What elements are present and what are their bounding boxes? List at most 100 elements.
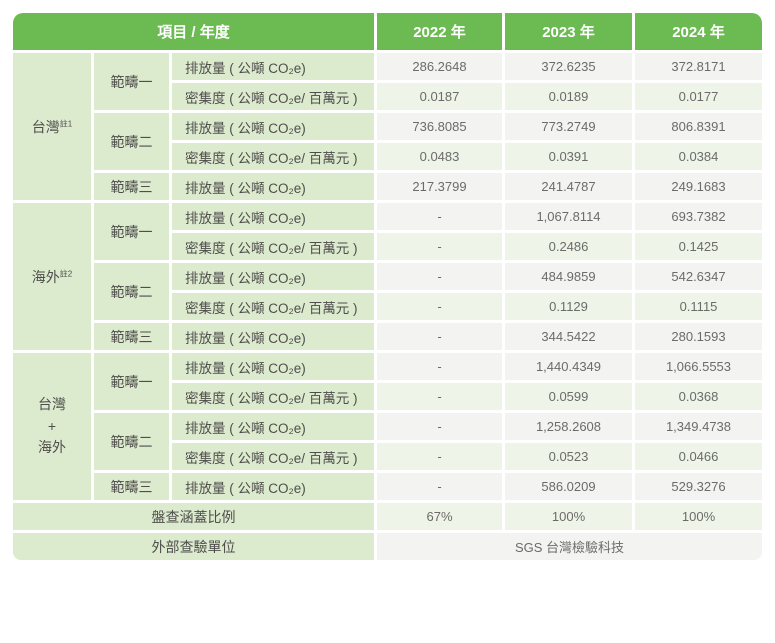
value-cell: 0.0189 <box>505 83 632 110</box>
table-row: 範疇二 排放量 ( 公噸 CO₂e) - 1,258.2608 1,349.47… <box>13 413 762 470</box>
metric-label-cell: 排放量 ( 公噸 CO₂e) <box>172 473 374 500</box>
coverage-value-cell: 100% <box>505 503 632 530</box>
value-cell: 0.0187 <box>377 83 502 110</box>
value-cell: - <box>377 473 502 500</box>
scope-cell: 範疇三 <box>94 173 169 200</box>
coverage-value-cell: 67% <box>377 503 502 530</box>
metric-label-cell: 排放量 ( 公噸 CO₂e) <box>172 173 374 200</box>
value-cell: 0.1425 <box>635 233 762 260</box>
value-cell: 372.6235 <box>505 53 632 80</box>
value-cell: 0.1115 <box>635 293 762 320</box>
region-cell-taiwan-overseas: 台灣 + 海外 <box>13 353 91 500</box>
value-cell: 484.9859 <box>505 263 632 290</box>
metric-label-cell: 排放量 ( 公噸 CO₂e) <box>172 413 374 440</box>
metric-label-cell: 密集度 ( 公噸 CO₂e/ 百萬元 ) <box>172 83 374 110</box>
region-label: 海外 <box>31 268 60 285</box>
region-note-superscript: 註1 <box>59 118 73 128</box>
value-cell: - <box>377 353 502 380</box>
value-cell: 1,067.8114 <box>505 203 632 230</box>
scope-cell: 範疇三 <box>94 473 169 500</box>
header-2023: 2023 年 <box>505 13 632 50</box>
value-cell: 217.3799 <box>377 173 502 200</box>
table-row: 台灣註1 範疇一 排放量 ( 公噸 CO₂e) 286.2648 372.623… <box>13 53 762 200</box>
value-cell: 280.1593 <box>635 323 762 350</box>
value-cell: 0.0523 <box>505 443 632 470</box>
table-row: 海外註2 範疇一 排放量 ( 公噸 CO₂e) - 1,067.8114 693… <box>13 203 762 350</box>
value-cell: 344.5422 <box>505 323 632 350</box>
coverage-value-cell: 100% <box>635 503 762 530</box>
value-cell: 286.2648 <box>377 53 502 80</box>
header-2024: 2024 年 <box>635 13 762 50</box>
metric-label-cell: 密集度 ( 公噸 CO₂e/ 百萬元 ) <box>172 293 374 320</box>
table-row: 盤查涵蓋比例 67% 100% 100% <box>13 503 762 530</box>
header-2022: 2022 年 <box>377 13 502 50</box>
metric-label-cell: 排放量 ( 公噸 CO₂e) <box>172 353 374 380</box>
value-cell: 773.2749 <box>505 113 632 140</box>
header-item-year: 項目 / 年度 <box>13 13 374 50</box>
value-cell: 0.2486 <box>505 233 632 260</box>
value-cell: 1,258.2608 <box>505 413 632 440</box>
value-cell: - <box>377 203 502 230</box>
value-cell: - <box>377 413 502 440</box>
value-cell: - <box>377 323 502 350</box>
value-cell: 586.0209 <box>505 473 632 500</box>
value-cell: 693.7382 <box>635 203 762 230</box>
metric-label-cell: 排放量 ( 公噸 CO₂e) <box>172 323 374 350</box>
table-row: 密集度 ( 公噸 CO₂e/ 百萬元 ) 0.0483 0.0391 0.038… <box>13 143 762 170</box>
verifier-value-cell: SGS 台灣檢驗科技 <box>377 533 762 560</box>
table-row: 範疇三 排放量 ( 公噸 CO₂e) - 586.0209 529.3276 <box>13 473 762 500</box>
coverage-label-cell: 盤查涵蓋比例 <box>13 503 374 530</box>
table-row: 範疇三 排放量 ( 公噸 CO₂e) - 344.5422 280.1593 <box>13 323 762 350</box>
value-cell: 542.6347 <box>635 263 762 290</box>
table-row: 密集度 ( 公噸 CO₂e/ 百萬元 ) 0.0187 0.0189 0.017… <box>13 83 762 110</box>
value-cell: 529.3276 <box>635 473 762 500</box>
value-cell: 0.0483 <box>377 143 502 170</box>
value-cell: 0.0599 <box>505 383 632 410</box>
table-row: 密集度 ( 公噸 CO₂e/ 百萬元 ) - 0.1129 0.1115 <box>13 293 762 320</box>
value-cell: 241.4787 <box>505 173 632 200</box>
value-cell: 0.1129 <box>505 293 632 320</box>
region-cell-overseas: 海外註2 <box>13 203 91 350</box>
scope-cell: 範疇二 <box>94 263 169 320</box>
table-row: 範疇二 排放量 ( 公噸 CO₂e) - 484.9859 542.6347 <box>13 263 762 320</box>
value-cell: 1,440.4349 <box>505 353 632 380</box>
ghg-emissions-table: 項目 / 年度 2022 年 2023 年 2024 年 台灣註1 範疇一 排放… <box>10 10 765 563</box>
value-cell: 1,066.5553 <box>635 353 762 380</box>
region-note-superscript: 註2 <box>59 268 73 278</box>
metric-label-cell: 密集度 ( 公噸 CO₂e/ 百萬元 ) <box>172 233 374 260</box>
scope-cell: 範疇三 <box>94 323 169 350</box>
table-row: 範疇二 排放量 ( 公噸 CO₂e) 736.8085 773.2749 806… <box>13 113 762 170</box>
value-cell: 0.0177 <box>635 83 762 110</box>
metric-label-cell: 排放量 ( 公噸 CO₂e) <box>172 53 374 80</box>
metric-label-cell: 排放量 ( 公噸 CO₂e) <box>172 113 374 140</box>
table-row: 範疇三 排放量 ( 公噸 CO₂e) 217.3799 241.4787 249… <box>13 173 762 200</box>
value-cell: 0.0368 <box>635 383 762 410</box>
scope-cell: 範疇一 <box>94 53 169 110</box>
value-cell: - <box>377 383 502 410</box>
value-cell: - <box>377 233 502 260</box>
scope-cell: 範疇一 <box>94 353 169 410</box>
value-cell: 372.8171 <box>635 53 762 80</box>
scope-cell: 範疇一 <box>94 203 169 260</box>
value-cell: 736.8085 <box>377 113 502 140</box>
value-cell: - <box>377 263 502 290</box>
value-cell: 0.0391 <box>505 143 632 170</box>
value-cell: 806.8391 <box>635 113 762 140</box>
table-row: 密集度 ( 公噸 CO₂e/ 百萬元 ) - 0.0599 0.0368 <box>13 383 762 410</box>
region-cell-taiwan: 台灣註1 <box>13 53 91 200</box>
metric-label-cell: 密集度 ( 公噸 CO₂e/ 百萬元 ) <box>172 383 374 410</box>
region-label: 台灣 + 海外 <box>38 395 66 456</box>
value-cell: 1,349.4738 <box>635 413 762 440</box>
table-row: 台灣 + 海外 範疇一 排放量 ( 公噸 CO₂e) - 1,440.4349 … <box>13 353 762 500</box>
table-row: 密集度 ( 公噸 CO₂e/ 百萬元 ) - 0.2486 0.1425 <box>13 233 762 260</box>
metric-label-cell: 排放量 ( 公噸 CO₂e) <box>172 203 374 230</box>
table-row: 密集度 ( 公噸 CO₂e/ 百萬元 ) - 0.0523 0.0466 <box>13 443 762 470</box>
scope-cell: 範疇二 <box>94 113 169 170</box>
table-row: 外部查驗單位 SGS 台灣檢驗科技 <box>13 533 762 560</box>
value-cell: 249.1683 <box>635 173 762 200</box>
value-cell: - <box>377 443 502 470</box>
value-cell: 0.0466 <box>635 443 762 470</box>
metric-label-cell: 排放量 ( 公噸 CO₂e) <box>172 263 374 290</box>
region-label: 台灣 <box>31 118 60 135</box>
value-cell: 0.0384 <box>635 143 762 170</box>
